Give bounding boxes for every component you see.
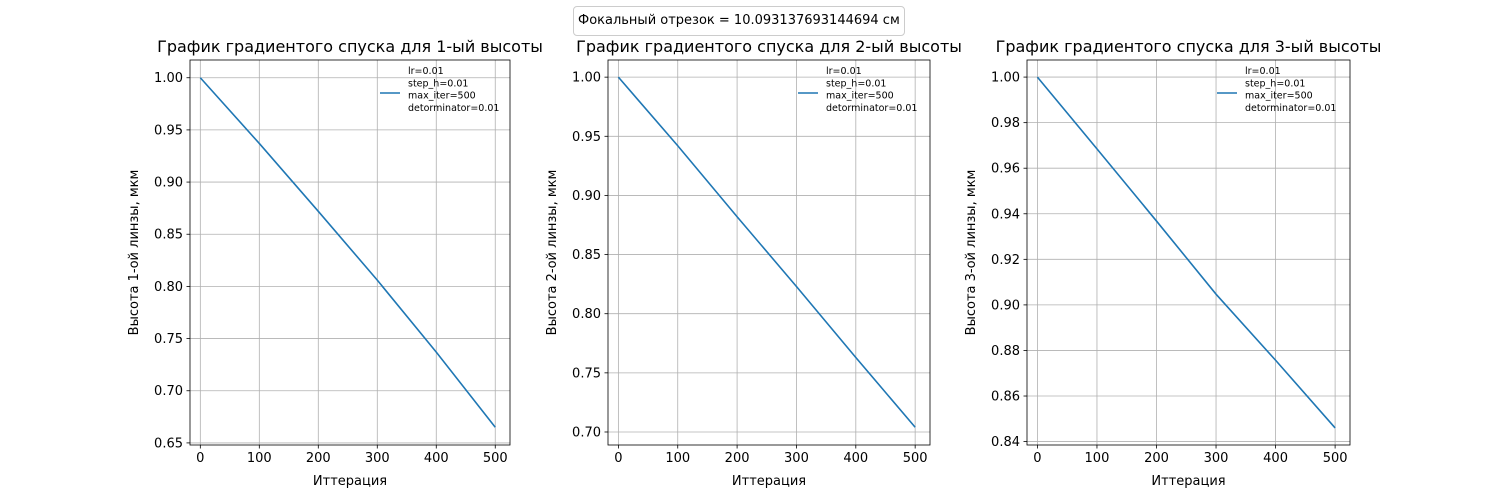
x-tick-label: 500 <box>483 451 508 466</box>
y-tick-label: 1.00 <box>154 71 183 86</box>
x-axis-label: Иттерация <box>313 474 387 489</box>
x-tick-label: 100 <box>247 451 272 466</box>
y-tick-label: 0.96 <box>991 162 1020 177</box>
axes-frame <box>1026 59 1351 446</box>
legend-label-line: detorminator=0.01 <box>1245 103 1336 114</box>
legend-label-line: max_iter=500 <box>408 91 476 102</box>
x-tick-label: 400 <box>843 451 868 466</box>
chart-title: График градиентого спуска для 2-ый высот… <box>576 37 962 56</box>
suptitle-text: Фокальный отрезок = 10.093137693144694 с… <box>578 13 900 28</box>
y-tick-label: 0.85 <box>154 228 183 243</box>
x-tick-label: 0 <box>614 451 622 466</box>
x-tick-label: 0 <box>196 451 204 466</box>
y-tick-label: 0.95 <box>572 130 601 145</box>
chart-title: График градиентого спуска для 1-ый высот… <box>157 37 543 56</box>
chart-title: График градиентого спуска для 3-ый высот… <box>996 37 1382 56</box>
x-tick-label: 200 <box>725 451 750 466</box>
legend-label-line: lr=0.01 <box>1245 66 1281 77</box>
x-tick-label: 400 <box>424 451 449 466</box>
x-tick-label: 500 <box>1323 451 1348 466</box>
y-tick-label: 0.90 <box>991 298 1020 313</box>
y-tick-label: 1.00 <box>991 71 1020 86</box>
y-tick-label: 0.90 <box>154 176 183 191</box>
x-tick-label: 0 <box>1033 451 1041 466</box>
chart-panel-3: 0 100 200 300 400 500 0.84 0.86 0.88 0.90 0.92 0.94… <box>964 37 1381 489</box>
y-tick-label: 1.00 <box>572 71 601 86</box>
y-tick-label: 0.98 <box>991 116 1020 131</box>
y-tick-label: 0.75 <box>572 366 601 381</box>
legend-label-line: step_h=0.01 <box>408 78 468 89</box>
y-tick-label: 0.80 <box>154 280 183 295</box>
legend-label-line: max_iter=500 <box>1245 91 1313 102</box>
x-tick-label: 300 <box>1204 451 1229 466</box>
x-tick-label: 300 <box>784 451 809 466</box>
axes-frame <box>189 59 511 446</box>
x-tick-label: 200 <box>306 451 331 466</box>
legend-label: lr=0.01 step_h=0.01 max_iter=500 detorminat… <box>1245 66 1336 114</box>
figure-suptitle: Фокальный отрезок = 10.093137693144694 с… <box>573 6 905 36</box>
y-tick-label: 0.70 <box>572 425 601 440</box>
legend-label: lr=0.01 step_h=0.01 max_iter=500 detorminat… <box>826 66 917 114</box>
x-axis-label: Иттерация <box>732 474 806 489</box>
x-tick-label: 100 <box>665 451 690 466</box>
chart-panel-1: 0 100 200 300 400 500 0.65 0.70 0.75 0.80 0.85 0.90… <box>127 37 543 489</box>
y-tick-label: 0.65 <box>154 436 183 451</box>
y-tick-label: 0.84 <box>991 435 1020 450</box>
x-tick-label: 300 <box>365 451 390 466</box>
legend-label-line: max_iter=500 <box>826 91 894 102</box>
y-tick-label: 0.90 <box>572 189 601 204</box>
series-line <box>617 76 916 428</box>
y-tick-label: 0.95 <box>154 123 183 138</box>
series-line <box>1036 76 1336 429</box>
axes-frame <box>607 59 931 446</box>
legend-label: lr=0.01 step_h=0.01 max_iter=500 detorminat… <box>408 66 499 114</box>
x-axis-label: Иттерация <box>1151 474 1225 489</box>
y-tick-label: 0.86 <box>991 390 1020 405</box>
y-tick-label: 0.75 <box>154 332 183 347</box>
legend-label-line: lr=0.01 <box>826 66 862 77</box>
x-tick-label: 200 <box>1144 451 1169 466</box>
y-tick-label: 0.70 <box>154 384 183 399</box>
y-tick-label: 0.85 <box>572 248 601 263</box>
legend-label-line: lr=0.01 <box>408 66 444 77</box>
x-tick-label: 400 <box>1263 451 1288 466</box>
x-tick-label: 100 <box>1085 451 1110 466</box>
y-axis-label: Высота 2-ой линзы, мкм <box>545 170 560 336</box>
y-axis-label: Высота 3-ой линзы, мкм <box>964 170 979 336</box>
y-tick-label: 0.92 <box>991 253 1020 268</box>
chart-panel-2: 0 100 200 300 400 500 0.70 0.75 0.80 0.85 0.90 0.95… <box>545 37 962 489</box>
series-line <box>199 77 496 428</box>
legend-label-line: step_h=0.01 <box>826 78 886 89</box>
y-tick-label: 0.88 <box>991 344 1020 359</box>
legend-label-line: detorminator=0.01 <box>408 103 499 114</box>
y-axis-label: Высота 1-ой линзы, мкм <box>127 170 142 336</box>
x-tick-label: 500 <box>903 451 928 466</box>
y-tick-label: 0.80 <box>572 307 601 322</box>
legend-label-line: detorminator=0.01 <box>826 103 917 114</box>
y-tick-label: 0.94 <box>991 207 1020 222</box>
legend-label-line: step_h=0.01 <box>1245 78 1305 89</box>
